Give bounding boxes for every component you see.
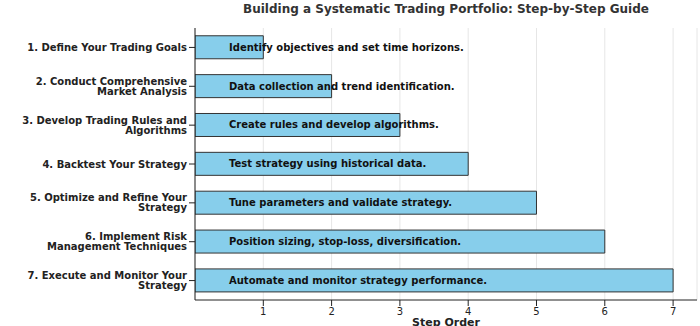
svg-text:Step Order: Step Order — [412, 316, 480, 326]
svg-text:6: 6 — [602, 306, 608, 317]
svg-text:6. Implement RiskManagement Te: 6. Implement RiskManagement Techniques — [47, 231, 187, 252]
svg-text:1: 1 — [260, 306, 266, 317]
svg-text:5. Optimize and Refine YourStr: 5. Optimize and Refine YourStrategy — [30, 192, 188, 213]
svg-text:4: 4 — [465, 306, 472, 318]
svg-text:Tune parameters and validate s: Tune parameters and validate strategy. — [229, 197, 452, 208]
svg-text:2: 2 — [328, 306, 334, 317]
svg-text:Identify objectives and set ti: Identify objectives and set time horizon… — [229, 42, 464, 53]
svg-text:7: 7 — [670, 306, 676, 317]
svg-text:Data collection and trend iden: Data collection and trend identification… — [229, 81, 455, 92]
svg-text:1. Define Your Trading Goals: 1. Define Your Trading Goals — [27, 42, 187, 53]
svg-text:Test strategy using historical: Test strategy using historical data. — [229, 158, 426, 169]
html-text:Building a Systematic Trading: Building a Systematic Trading Portfolio:… — [243, 2, 649, 16]
svg-text:4. Backtest Your Strategy: 4. Backtest Your Strategy — [42, 159, 187, 170]
svg-text:Automate and monitor strategy: Automate and monitor strategy performanc… — [229, 275, 487, 286]
svg-text:Position sizing, stop-loss, di: Position sizing, stop-loss, diversificat… — [229, 236, 461, 247]
svg-text:3. Develop Trading Rules andAl: 3. Develop Trading Rules andAlgorithms — [22, 115, 187, 136]
svg-text:7. Execute and Monitor YourStr: 7. Execute and Monitor YourStrategy — [27, 270, 187, 291]
svg-text:3: 3 — [397, 306, 403, 317]
svg-text:Create rules and develop algor: Create rules and develop algorithms. — [229, 119, 439, 130]
svg-text:5: 5 — [533, 306, 539, 317]
svg-text:2. Conduct ComprehensiveMarket: 2. Conduct ComprehensiveMarket Analysis — [36, 76, 187, 97]
